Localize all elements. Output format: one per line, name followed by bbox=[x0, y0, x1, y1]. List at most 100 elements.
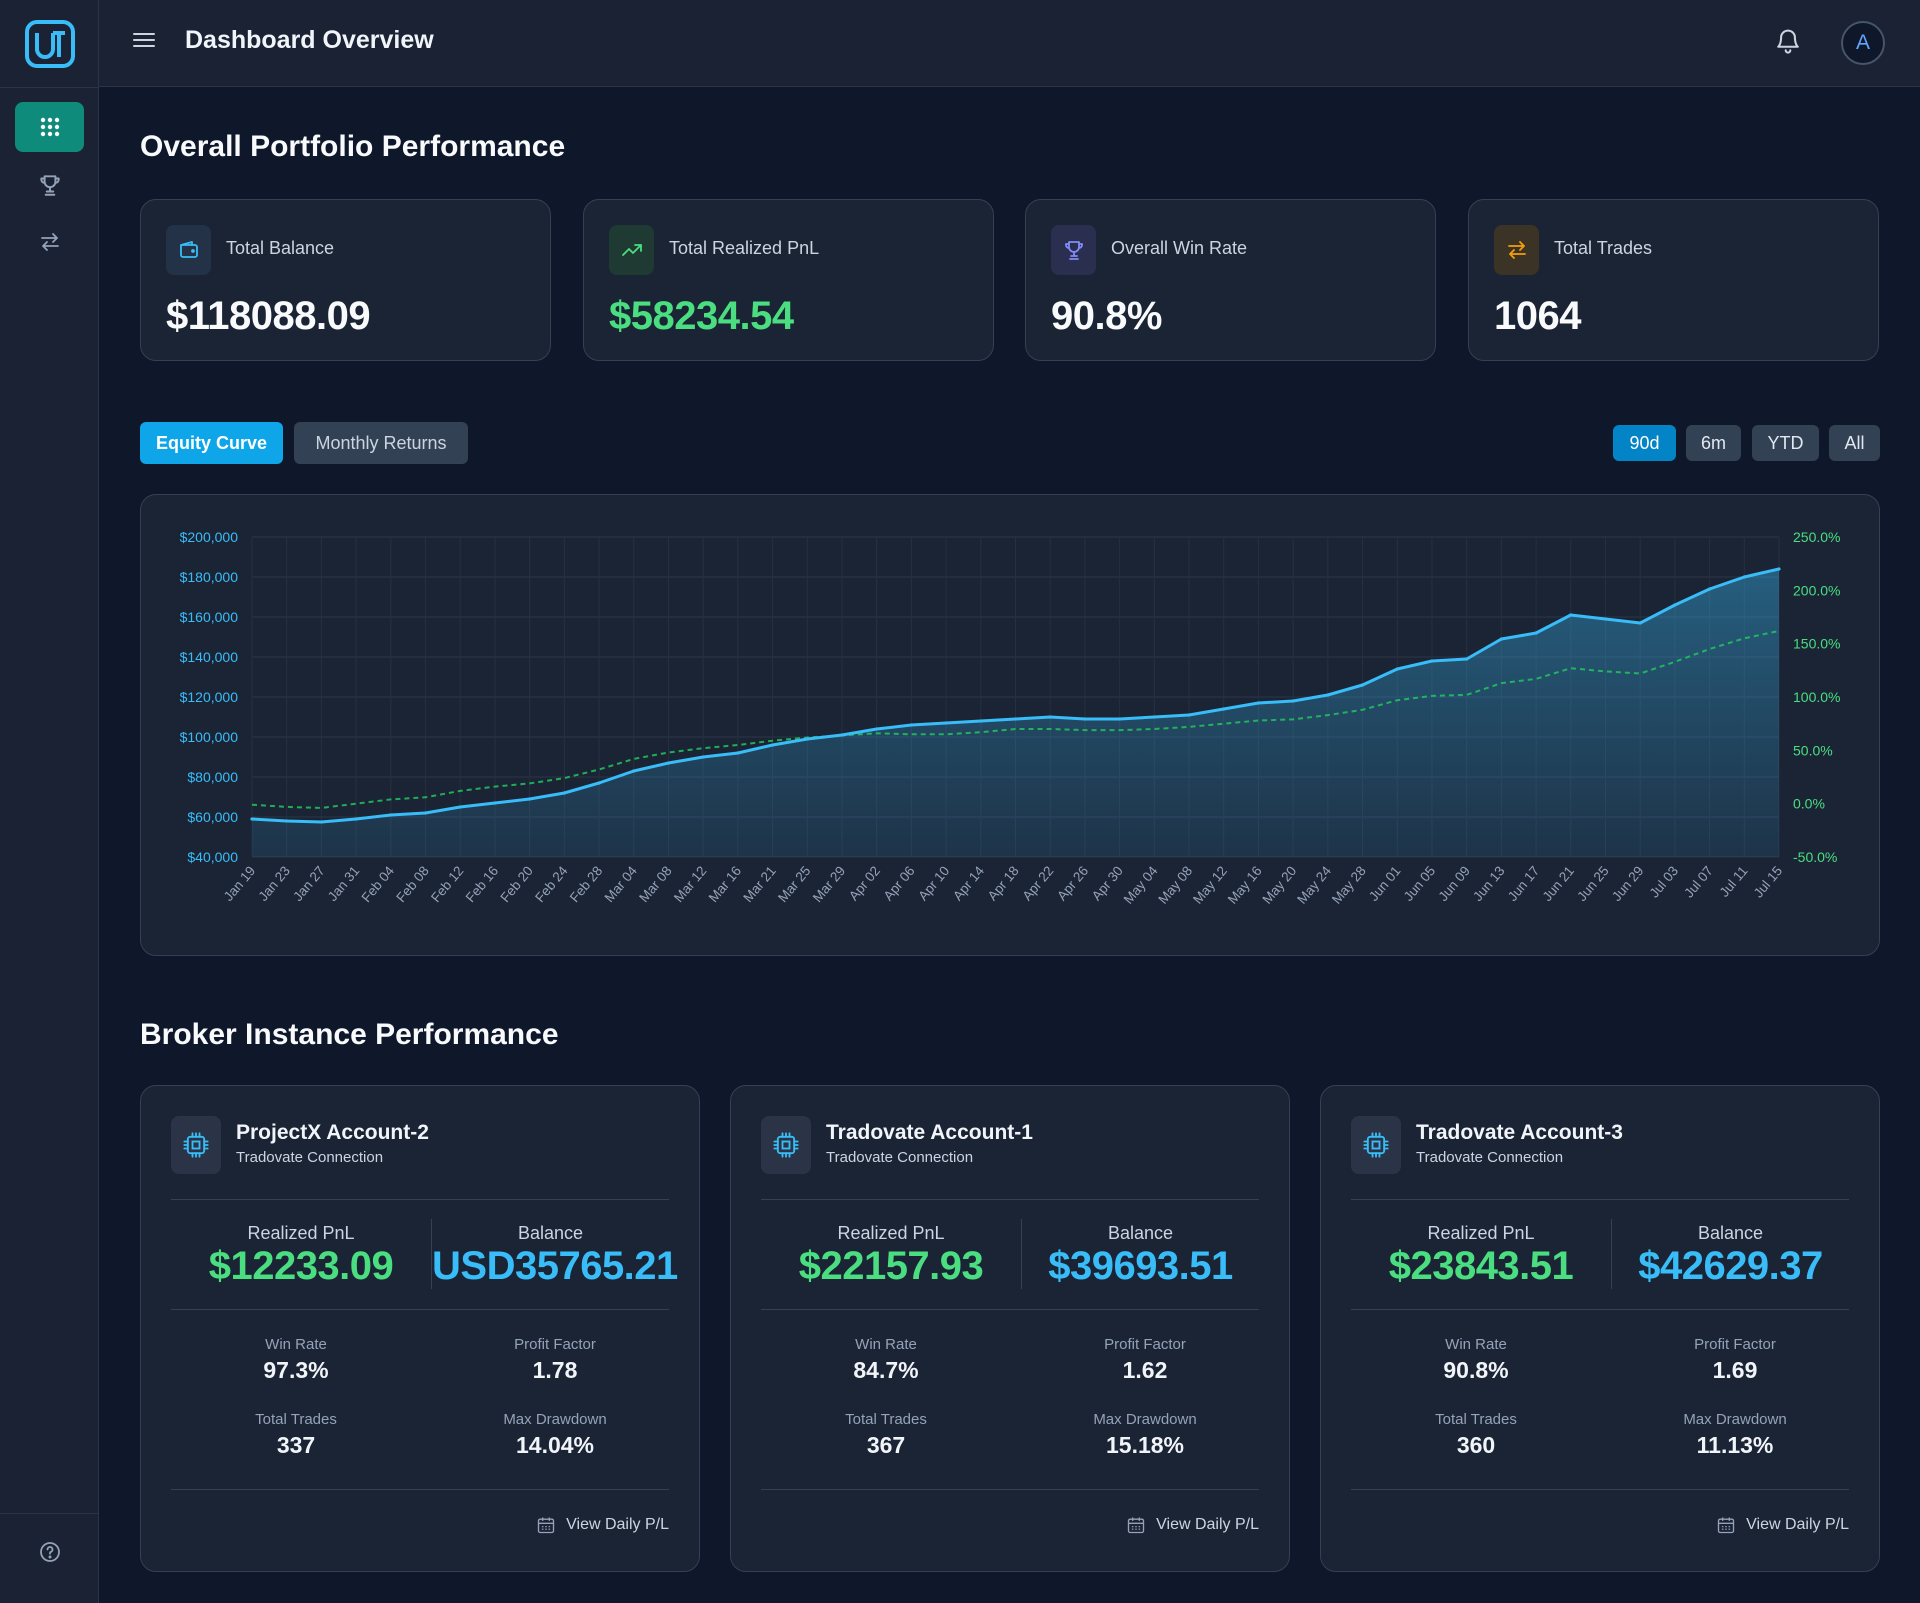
x-tick-label: Mar 16 bbox=[706, 863, 745, 905]
max-drawdown-value: 11.13% bbox=[1696, 1432, 1774, 1458]
range-ytd-button[interactable]: YTD bbox=[1752, 425, 1819, 461]
user-avatar[interactable]: A bbox=[1841, 21, 1885, 65]
realized-pnl-value: $12233.09 bbox=[208, 1244, 394, 1288]
total-trades-label: Total Trades bbox=[255, 1411, 337, 1428]
view-daily-pl-link[interactable]: View Daily P/L bbox=[1716, 1515, 1849, 1535]
balance-value: $39693.51 bbox=[1048, 1244, 1233, 1288]
notification-bell-icon[interactable] bbox=[1774, 26, 1802, 56]
equity-chart[interactable]: $40,000 $60,000 $80,000 $100,000 $120,000 $14… bbox=[141, 495, 1880, 956]
balance-block: Balance $42629.37 bbox=[1612, 1223, 1849, 1289]
broker-card-2: Tradovate Account-1 Tradovate Connection… bbox=[730, 1085, 1290, 1572]
x-tick-label: Jun 01 bbox=[1366, 863, 1404, 904]
realized-pnl-value: $23843.51 bbox=[1388, 1244, 1574, 1288]
x-tick-label: Apr 06 bbox=[881, 863, 918, 903]
x-tick-label: Jan 23 bbox=[255, 863, 293, 904]
range-all-button[interactable]: All bbox=[1829, 425, 1880, 461]
cpu-chip-icon bbox=[1351, 1116, 1401, 1174]
realized-pnl-block: Realized PnL $23843.51 bbox=[1351, 1223, 1611, 1289]
x-tick-label: Mar 04 bbox=[602, 863, 641, 905]
equity-data-point bbox=[1187, 713, 1191, 717]
win-rate-value: 84.7% bbox=[853, 1357, 919, 1383]
profit-factor-value: 1.62 bbox=[1122, 1357, 1168, 1383]
equity-data-point bbox=[1360, 683, 1365, 687]
total-trades-value: 360 bbox=[1456, 1432, 1496, 1458]
x-tick-label: Feb 12 bbox=[428, 863, 467, 905]
equity-data-point bbox=[1534, 631, 1538, 635]
win-rate-value: 97.3% bbox=[263, 1357, 329, 1383]
profit-factor-value: 1.78 bbox=[532, 1357, 578, 1383]
sidebar-item-achievements[interactable] bbox=[15, 160, 84, 210]
x-tick-label: Jan 19 bbox=[221, 863, 259, 904]
y-tick-label-left: $120,000 bbox=[180, 689, 239, 705]
view-daily-pl-link[interactable]: View Daily P/L bbox=[536, 1515, 669, 1535]
y-tick-label-left: $60,000 bbox=[187, 809, 238, 825]
trophy-icon bbox=[1051, 225, 1096, 275]
broker-connection: Tradovate Connection bbox=[826, 1149, 974, 1166]
stat-card-total-balance: Total Balance $118088.09 bbox=[140, 199, 551, 361]
y-tick-label-right: 200.0% bbox=[1793, 582, 1840, 598]
max-drawdown-block: Max Drawdown 14.04% bbox=[430, 1411, 680, 1459]
profit-factor-label: Profit Factor bbox=[514, 1336, 596, 1353]
calendar-icon bbox=[1717, 1517, 1735, 1534]
max-drawdown-block: Max Drawdown 11.13% bbox=[1610, 1411, 1860, 1459]
total-trades-block: Total Trades 360 bbox=[1351, 1411, 1601, 1459]
x-tick-label: Apr 14 bbox=[950, 863, 987, 903]
realized-pnl-label: Realized PnL bbox=[247, 1223, 355, 1243]
divider bbox=[171, 1489, 669, 1490]
x-tick-label: May 20 bbox=[1259, 863, 1299, 907]
balance-block: Balance $39693.51 bbox=[1022, 1223, 1259, 1289]
y-tick-label-right: 100.0% bbox=[1793, 689, 1840, 705]
win-rate-block: Win Rate 90.8% bbox=[1351, 1336, 1601, 1384]
tab-monthly-returns[interactable]: Monthly Returns bbox=[294, 422, 468, 464]
x-tick-label: Jul 07 bbox=[1681, 863, 1716, 900]
equity-data-point bbox=[1152, 715, 1156, 719]
equity-data-point bbox=[1777, 567, 1781, 571]
hamburger-menu-icon[interactable] bbox=[131, 28, 157, 54]
broker-connection: Tradovate Connection bbox=[236, 1149, 384, 1166]
broker-name: ProjectX Account-2 bbox=[236, 1121, 429, 1144]
x-tick-label: Feb 16 bbox=[463, 863, 502, 905]
stat-value: $58234.54 bbox=[609, 294, 794, 338]
x-tick-label: Mar 29 bbox=[810, 863, 849, 905]
realized-pnl-block: Realized PnL $22157.93 bbox=[761, 1223, 1021, 1289]
x-tick-label: May 28 bbox=[1329, 863, 1369, 907]
max-drawdown-block: Max Drawdown 15.18% bbox=[1020, 1411, 1270, 1459]
tab-equity-curve[interactable]: Equity Curve bbox=[140, 422, 283, 464]
win-rate-block: Win Rate 97.3% bbox=[171, 1336, 421, 1384]
equity-data-point bbox=[1326, 693, 1330, 697]
equity-data-point bbox=[770, 743, 775, 747]
broker-name: Tradovate Account-1 bbox=[826, 1121, 1033, 1144]
equity-data-point bbox=[562, 791, 566, 795]
equity-data-point bbox=[736, 751, 740, 755]
y-tick-label-left: $80,000 bbox=[187, 769, 238, 785]
app-logo-icon[interactable] bbox=[24, 19, 76, 69]
equity-data-point bbox=[1465, 657, 1469, 661]
broker-name: Tradovate Account-3 bbox=[1416, 1121, 1623, 1144]
y-tick-label-right: 250.0% bbox=[1793, 529, 1840, 545]
help-icon[interactable] bbox=[38, 1540, 62, 1564]
range-90d-button[interactable]: 90d bbox=[1613, 425, 1676, 461]
x-tick-label: Jan 31 bbox=[325, 863, 363, 904]
y-tick-label-left: $200,000 bbox=[180, 529, 239, 545]
sidebar-divider bbox=[0, 1513, 99, 1514]
equity-data-point bbox=[1499, 637, 1503, 641]
x-tick-label: Jun 21 bbox=[1540, 863, 1578, 904]
x-tick-label: Apr 10 bbox=[915, 863, 952, 903]
equity-data-point bbox=[250, 817, 254, 821]
view-daily-pl-link[interactable]: View Daily P/L bbox=[1126, 1515, 1259, 1535]
range-6m-button[interactable]: 6m bbox=[1686, 425, 1741, 461]
divider bbox=[431, 1219, 432, 1289]
sidebar-item-trades[interactable] bbox=[15, 217, 84, 267]
equity-data-point bbox=[1395, 667, 1399, 671]
x-tick-label: Jan 27 bbox=[290, 863, 328, 904]
equity-data-point bbox=[528, 797, 532, 801]
equity-data-point bbox=[1673, 603, 1677, 607]
sidebar-item-dashboard[interactable] bbox=[15, 102, 84, 152]
divider bbox=[171, 1199, 669, 1200]
balance-label: Balance bbox=[517, 1223, 584, 1243]
realized-pnl-label: Realized PnL bbox=[837, 1223, 945, 1243]
equity-area bbox=[252, 569, 1779, 857]
equity-data-point bbox=[805, 737, 809, 741]
equity-chart-card: $40,000 $60,000 $80,000 $100,000 $120,000 $14… bbox=[140, 494, 1880, 956]
x-tick-label: Mar 25 bbox=[775, 863, 814, 905]
